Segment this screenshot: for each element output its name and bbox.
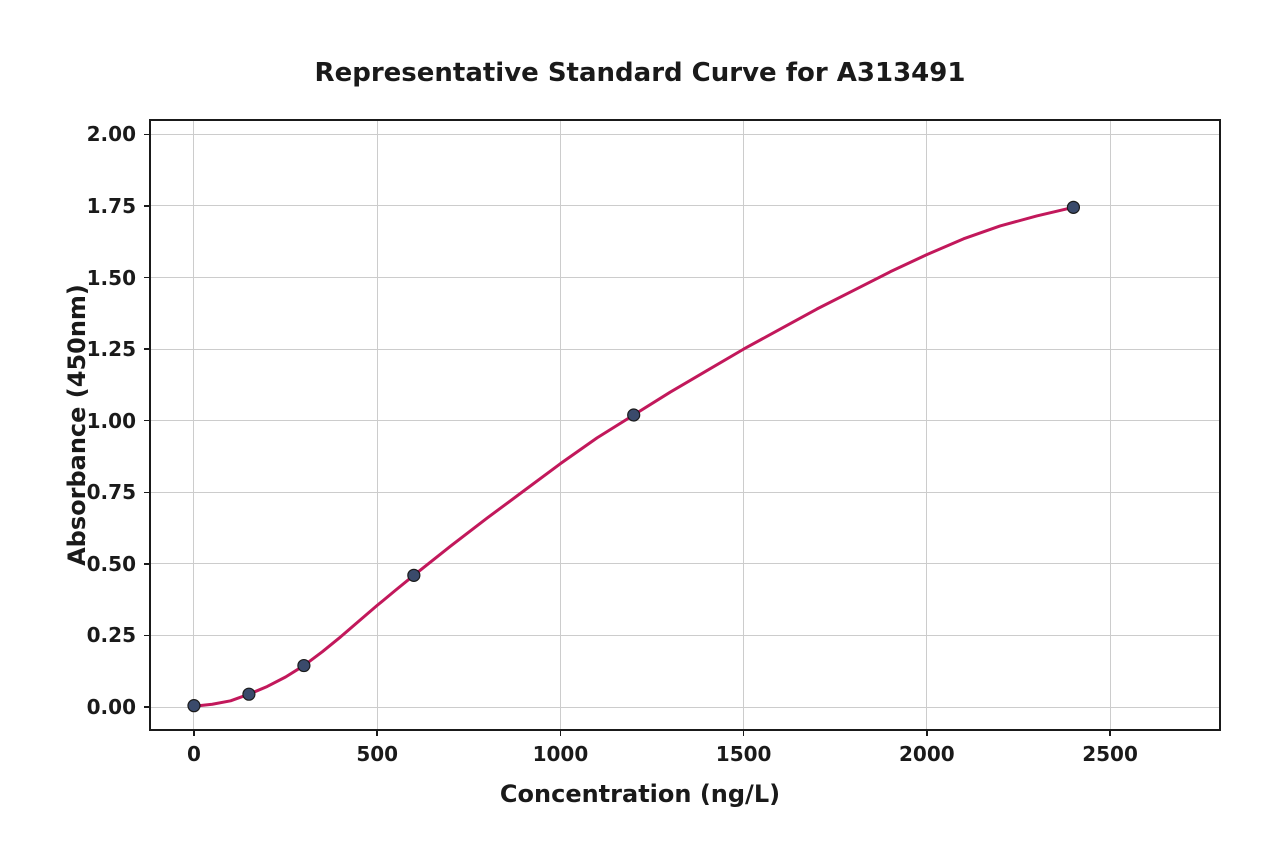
data-point xyxy=(243,688,255,700)
figure: Representative Standard Curve for A31349… xyxy=(0,0,1280,845)
chart-svg xyxy=(0,0,1280,845)
data-point xyxy=(298,660,310,672)
fitted-curve xyxy=(194,207,1073,706)
data-point xyxy=(408,569,420,581)
y-axis-label: Absorbance (450nm) xyxy=(63,284,91,566)
data-point xyxy=(188,700,200,712)
x-axis-label: Concentration (ng/L) xyxy=(0,780,1280,808)
data-point xyxy=(628,409,640,421)
data-point xyxy=(1067,201,1079,213)
